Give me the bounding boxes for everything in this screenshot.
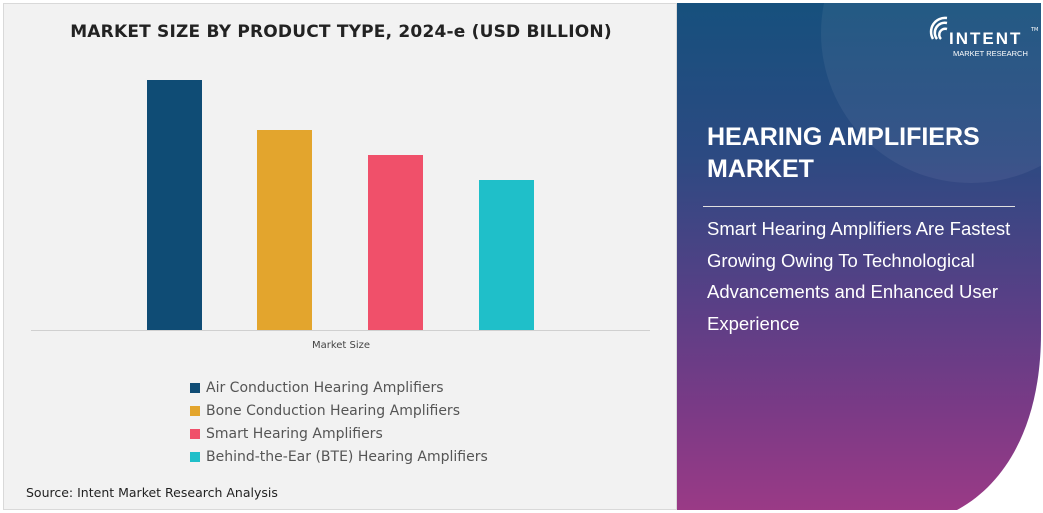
divider bbox=[703, 206, 1015, 207]
x-category-label: Market Size bbox=[311, 340, 371, 351]
logo-tm: TM bbox=[1031, 27, 1039, 33]
legend-label: Bone Conduction Hearing Amplifiers bbox=[206, 402, 460, 419]
legend-item: Air Conduction Hearing Amplifiers bbox=[190, 376, 488, 399]
legend-label: Air Conduction Hearing Amplifiers bbox=[206, 379, 444, 396]
chart-panel: MARKET SIZE BY PRODUCT TYPE, 2024-e (USD… bbox=[3, 3, 677, 510]
legend: Air Conduction Hearing Amplifiers Bone C… bbox=[190, 376, 488, 468]
legend-swatch bbox=[190, 428, 200, 439]
intent-logo: INTENT TM MARKET RESEARCH bbox=[929, 13, 1039, 61]
legend-item: Smart Hearing Amplifiers bbox=[190, 422, 488, 445]
legend-item: Bone Conduction Hearing Amplifiers bbox=[190, 399, 488, 422]
source-note: Source: Intent Market Research Analysis bbox=[26, 485, 278, 500]
bar-1 bbox=[147, 80, 202, 330]
report-subtitle: Smart Hearing Amplifiers Are Fastest Gro… bbox=[707, 218, 1011, 334]
legend-item: Behind-the-Ear (BTE) Hearing Amplifiers bbox=[190, 445, 488, 468]
bar-3 bbox=[368, 155, 423, 330]
legend-swatch bbox=[190, 405, 200, 416]
logo-sub: MARKET RESEARCH bbox=[953, 49, 1028, 58]
chart-title: MARKET SIZE BY PRODUCT TYPE, 2024-e (USD… bbox=[70, 22, 612, 42]
legend-label: Behind-the-Ear (BTE) Hearing Amplifiers bbox=[206, 448, 488, 465]
bar-4 bbox=[479, 180, 534, 330]
report-title: HEARING AMPLIFIERS MARKET bbox=[707, 123, 980, 183]
logo-brand: INTENT bbox=[949, 29, 1023, 48]
bar-2 bbox=[257, 130, 312, 330]
bar-plot bbox=[31, 80, 650, 331]
legend-swatch bbox=[190, 451, 200, 462]
info-panel: INTENT TM MARKET RESEARCH HEARING AMPLIF… bbox=[677, 3, 1041, 510]
signal-icon bbox=[929, 13, 959, 43]
legend-label: Smart Hearing Amplifiers bbox=[206, 425, 383, 442]
legend-swatch bbox=[190, 382, 200, 393]
